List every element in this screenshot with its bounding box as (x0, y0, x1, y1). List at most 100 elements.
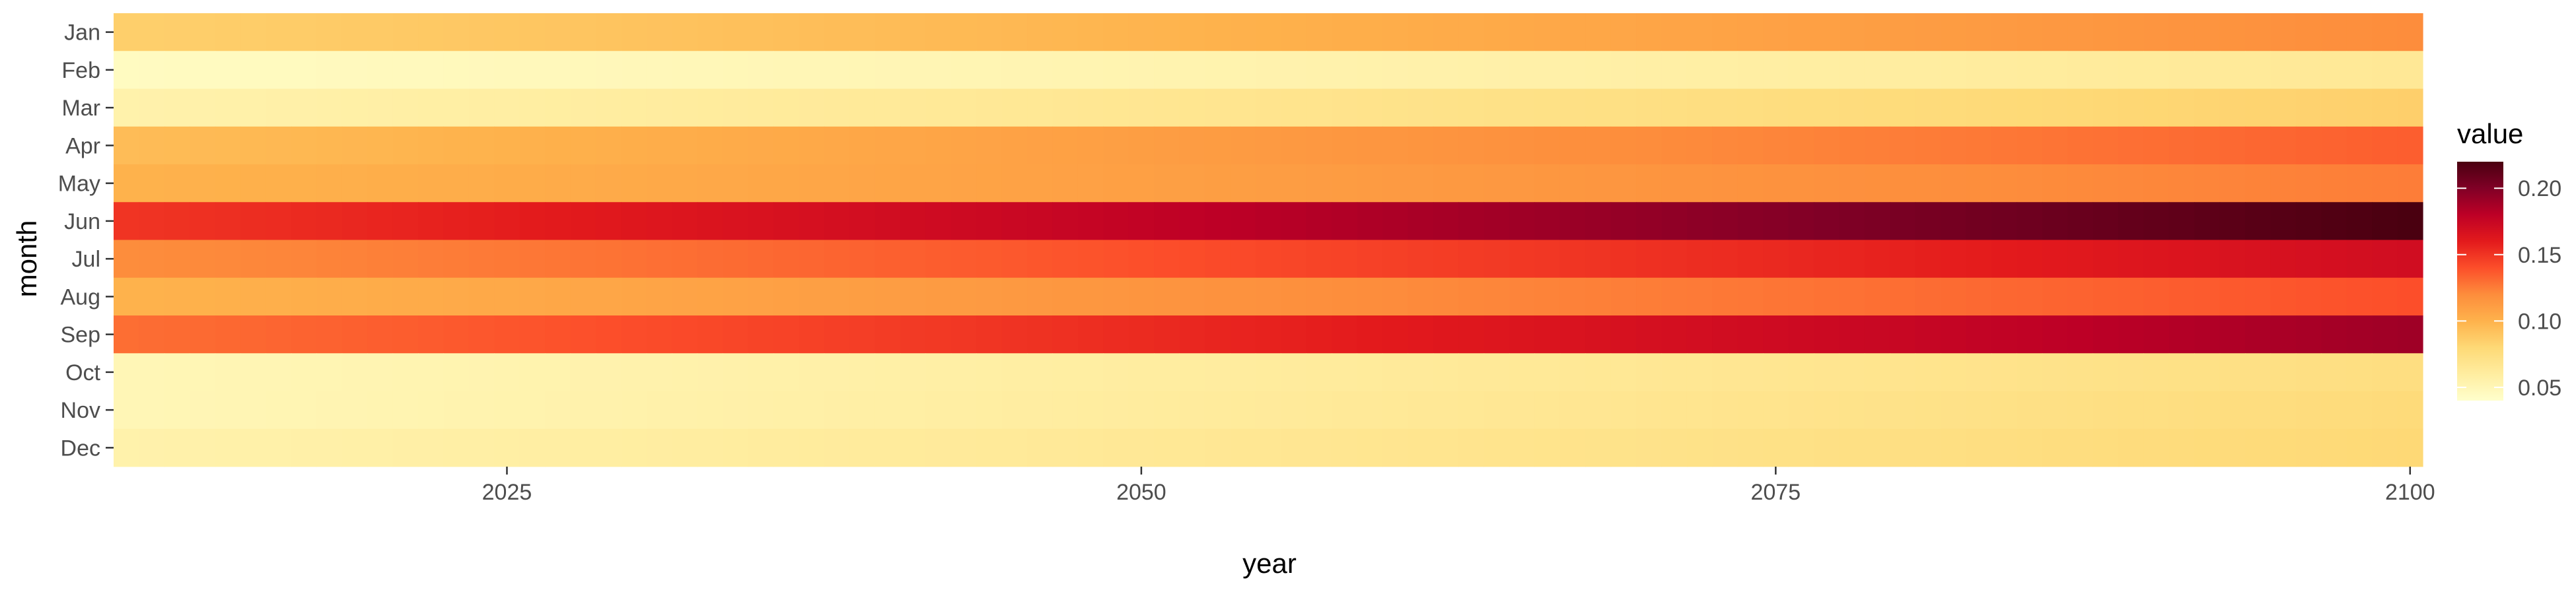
heatmap-cell (2067, 126, 2094, 165)
heatmap-cell (799, 391, 825, 430)
heatmap-cell (468, 88, 495, 127)
heatmap-cell (1813, 315, 1840, 354)
heatmap-cell (1281, 353, 1307, 391)
heatmap-cell (824, 202, 850, 240)
heatmap-cell (392, 126, 419, 165)
heatmap-cell (976, 353, 1003, 391)
heatmap-cell (2168, 13, 2195, 51)
heatmap-cell (2168, 51, 2195, 89)
heatmap-cell (1103, 126, 1129, 165)
heatmap-cell (341, 88, 368, 127)
heatmap-cell (1484, 240, 1510, 279)
heatmap-cell (1255, 391, 1281, 430)
heatmap-cell (545, 88, 571, 127)
heatmap-cell (443, 126, 470, 165)
heatmap-cell (1585, 13, 1612, 51)
heatmap-cell (1332, 353, 1358, 391)
heatmap-cell (697, 240, 723, 279)
heatmap-cell (164, 428, 190, 467)
heatmap-cell (1204, 126, 1231, 165)
heatmap-cell (1890, 88, 1916, 127)
heatmap-cell (139, 428, 165, 467)
heatmap-cell (114, 428, 140, 467)
heatmap-cell (291, 391, 317, 430)
heatmap-cell (494, 13, 520, 51)
heatmap-cell (2295, 353, 2322, 391)
heatmap-cell (799, 51, 825, 89)
heatmap-cell (392, 277, 419, 316)
heatmap-cell (2143, 315, 2170, 354)
heatmap-cell (2321, 277, 2347, 316)
heatmap-cell (190, 13, 216, 51)
heatmap-cell (2118, 277, 2145, 316)
heatmap-cell (773, 126, 799, 165)
heatmap-cell (570, 51, 596, 89)
heatmap-cell (2270, 164, 2297, 203)
heatmap-cell (1941, 202, 1967, 240)
heatmap-cell (1991, 202, 2017, 240)
heatmap-cell (1001, 391, 1028, 430)
heatmap-cell (1915, 428, 1941, 467)
heatmap-cell (1661, 126, 1688, 165)
heatmap-cell (367, 202, 394, 240)
heatmap-cell (1077, 51, 1104, 89)
heatmap-cell (2270, 353, 2297, 391)
heatmap-cell (1686, 240, 1713, 279)
heatmap-cell (1864, 202, 1890, 240)
heatmap-cell (1027, 353, 1054, 391)
heatmap-cell (2118, 164, 2145, 203)
y-tick-label-jun: Jun (64, 209, 100, 234)
heatmap-cell (1204, 240, 1231, 279)
heatmap-cell (1813, 88, 1840, 127)
heatmap-cell (1484, 202, 1510, 240)
heatmap-cell (2093, 51, 2119, 89)
heatmap-cell (2295, 88, 2322, 127)
heatmap-cell (1433, 277, 1459, 316)
heatmap-cell (570, 126, 596, 165)
heatmap-cell (773, 391, 799, 430)
heatmap-cell (316, 202, 343, 240)
heatmap-cell (519, 277, 546, 316)
heatmap-cell (1281, 240, 1307, 279)
heatmap-cell (595, 240, 622, 279)
heatmap-cell (1230, 277, 1256, 316)
heatmap-cell (1154, 126, 1180, 165)
heatmap-cell (1230, 88, 1256, 127)
heatmap-cell (2143, 51, 2170, 89)
heatmap-cell (164, 353, 190, 391)
heatmap-cell (1559, 277, 1586, 316)
heatmap-cell (2397, 428, 2423, 467)
heatmap-cell (190, 240, 216, 279)
heatmap-cell (1966, 88, 1992, 127)
heatmap-cell (418, 202, 445, 240)
heatmap-cell (2143, 88, 2170, 127)
heatmap-cell (1915, 88, 1941, 127)
heatmap-cell (2346, 164, 2373, 203)
heatmap-cell (2397, 126, 2423, 165)
heatmap-cell (468, 126, 495, 165)
heatmap-cell (443, 202, 470, 240)
heatmap-cell (1559, 164, 1586, 203)
heatmap-cell (545, 428, 571, 467)
heatmap-cell (1179, 353, 1205, 391)
heatmap-cell (367, 51, 394, 89)
heatmap-cell (2372, 126, 2398, 165)
heatmap-cell (1686, 315, 1713, 354)
heatmap-cell (2219, 51, 2246, 89)
heatmap-cell (1991, 13, 2017, 51)
heatmap-cell (1509, 315, 1535, 354)
heatmap-cell (1737, 240, 1764, 279)
heatmap-cell (494, 428, 520, 467)
heatmap-cell (646, 88, 672, 127)
heatmap-cell (1788, 13, 1814, 51)
heatmap-cell (697, 13, 723, 51)
heatmap-cell (1281, 202, 1307, 240)
heatmap-cell (1027, 51, 1054, 89)
heatmap-cell (2219, 353, 2246, 391)
heatmap-cell (1458, 428, 1485, 467)
heatmap-cell (672, 126, 698, 165)
heatmap-cell (1103, 240, 1129, 279)
heatmap-cell (2093, 88, 2119, 127)
heatmap-cell (2168, 126, 2195, 165)
legend: value 0.05 0.10 0.15 0.20 (2457, 118, 2561, 401)
